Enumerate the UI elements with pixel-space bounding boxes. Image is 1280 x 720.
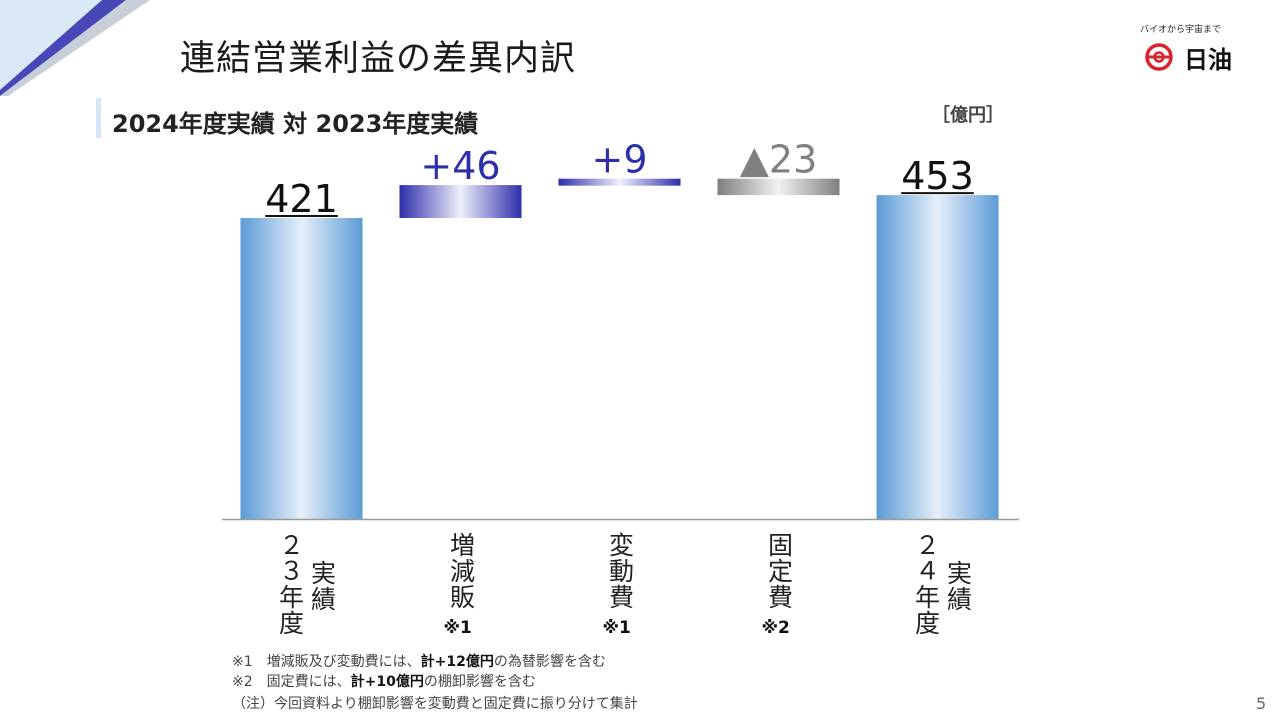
category-label-4-0: ２４年度 [911, 532, 941, 636]
unit-label: ［億円］ [932, 105, 1004, 126]
bar-3 [717, 178, 840, 196]
category-label-0-0: ２３年度 [275, 532, 305, 636]
bar-1 [399, 185, 522, 218]
footnote-2-tail: の棚卸影響を含む [423, 674, 536, 690]
data-label-0: 421 [265, 177, 338, 221]
data-label-3: ▲23 [740, 138, 818, 182]
category-note-1: ※1 [443, 618, 472, 638]
category-label-1-0: 増減販 [446, 532, 476, 610]
category-label-3-0: 固定費 [764, 532, 794, 610]
corner-decoration [0, 0, 150, 96]
bar-4 [876, 195, 999, 519]
footnote-1: ※1 増減販及び変動費には、計+12億円の為替影響を含む [232, 651, 606, 671]
footnote-1-bold: 計+12億円 [420, 654, 494, 670]
data-label-2: +9 [591, 138, 647, 182]
footnote-2-text: ※2 固定費には、 [232, 674, 351, 690]
category-note-3: ※2 [761, 618, 790, 638]
footnote-1-tail: の為替影響を含む [493, 654, 606, 670]
footnote-3-text: （注）今回資料より棚卸影響を変動費と固定費に振り分けて集計 [232, 696, 638, 712]
page-number: 5 [1256, 694, 1267, 713]
bar-2 [558, 178, 681, 186]
footnote-2: ※2 固定費には、計+10億円の棚卸影響を含む [232, 671, 536, 691]
category-label-4-1: 実績 [943, 560, 973, 612]
logo-mark-icon [1145, 43, 1173, 71]
bar-0 [240, 218, 363, 519]
data-label-4: 453 [901, 154, 974, 198]
category-label-2-0: 変動費 [605, 532, 635, 610]
logo-name: 日油 [1184, 46, 1232, 74]
category-label-0-1: 実績 [307, 560, 337, 612]
footnote-2-bold: 計+10億円 [350, 674, 424, 690]
data-label-1: +46 [420, 144, 500, 188]
company-logo: バイオから宇宙まで 日油 [1140, 20, 1260, 80]
category-note-2: ※1 [602, 618, 631, 638]
footnote-3: （注）今回資料より棚卸影響を変動費と固定費に振り分けて集計 [232, 693, 638, 713]
logo-tagline: バイオから宇宙まで [1140, 25, 1222, 35]
footnote-1-text: ※1 増減販及び変動費には、 [232, 654, 421, 670]
page-title: 連結営業利益の差異内訳 [180, 39, 577, 79]
subtitle-accent-bar [96, 98, 101, 138]
chart-subtitle: 2024年度実績 対 2023年度実績 [112, 110, 479, 138]
